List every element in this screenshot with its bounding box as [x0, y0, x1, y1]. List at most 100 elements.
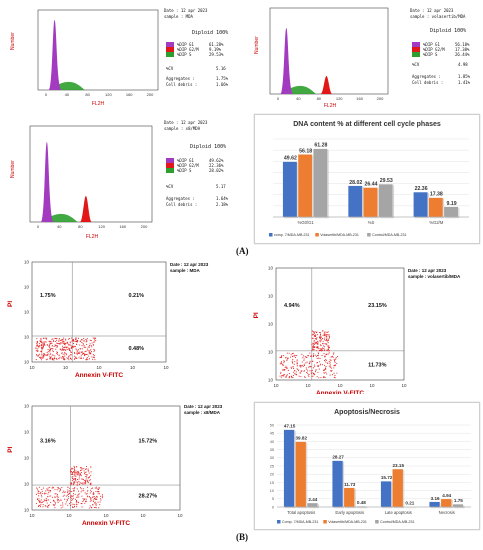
chart-title: DNA content % at different cell cycle ph… [293, 121, 441, 128]
g1-peak [280, 28, 294, 94]
x-axis-label: FL2H [86, 234, 99, 240]
x-tick-label: 120 [105, 92, 112, 97]
legend-row: %DIP G1 49.62% [166, 158, 223, 163]
bar [283, 429, 295, 508]
y-tick-label: 10 [268, 378, 274, 383]
x-tick-label: 10 [177, 513, 183, 518]
legend-value: 26.44% [455, 52, 470, 57]
category-label: Necrosis [439, 510, 455, 515]
y-axis-label: PI [7, 301, 14, 307]
y-tick-label: 30 [270, 456, 274, 460]
debris-value: 1.41% [458, 80, 471, 85]
bar [443, 206, 459, 218]
plot-frame [31, 261, 167, 363]
aggregates-label: Aggregates : [166, 196, 195, 201]
bar [343, 487, 355, 508]
bar [413, 191, 428, 218]
data-label: 22.36 [415, 186, 428, 192]
date-text: Date : 12 apr 2023 [408, 268, 447, 273]
diploid-text: Diploid 100% [192, 30, 229, 36]
legend-swatch [166, 168, 174, 173]
g2m-peak [79, 196, 92, 222]
x-tick-label: 10 [273, 383, 279, 388]
legend-value: 17.38% [455, 47, 470, 52]
dna-content-bar-chart: DNA content % at different cell cycle ph… [269, 121, 469, 237]
x-tick-label: 10 [29, 513, 35, 518]
bar [282, 161, 298, 218]
legend-swatch [277, 520, 281, 524]
bar [452, 503, 464, 508]
y-tick-label: 35 [270, 448, 274, 452]
legend-value: 9.19% [209, 47, 222, 52]
quadrant-upper-right-value: 15.72% [139, 438, 158, 444]
sample-text: sample : volasertib/MDA [408, 274, 461, 279]
data-label: 2.44 [308, 497, 317, 502]
histogram-panel-volasertib: Number FL2H 0 40 80 120 160 200 Date : 12 apr… [250, 4, 480, 110]
data-label: 17.38 [430, 192, 443, 198]
cv-value: 4.98 [458, 62, 468, 67]
data-label: 47.15 [284, 424, 296, 429]
x-tick-label: 10 [63, 365, 69, 370]
phase-legend: %DIP G1 61.28% %DIP G2/M 9.19% %DIP S 29.53% [166, 42, 223, 57]
y-tick-label: 20 [270, 473, 274, 477]
x-tick-label: 10 [305, 383, 311, 388]
y-tick-label: 10 [24, 335, 30, 340]
x-axis-label: Annexin V-FITC [82, 520, 130, 527]
legend-swatch [166, 47, 174, 52]
bar [347, 185, 363, 218]
g1-peak [48, 20, 62, 90]
y-axis-label: Number [10, 32, 16, 50]
data-label: 11.73 [344, 482, 356, 487]
legend-value: 56.18% [455, 42, 470, 47]
x-tick-label: 160 [356, 96, 363, 101]
legend-swatch [323, 520, 327, 524]
legend-label: %DIP G1 [423, 42, 440, 47]
data-label: 28.02 [349, 180, 362, 186]
data-label: 0.48 [357, 500, 366, 505]
legend-label: %DIP S [423, 52, 438, 57]
histogram-panel-mda: Number FL2H 0 40 80 120 160 200 Date : 12 apr… [4, 4, 234, 110]
bar [440, 498, 452, 508]
x-tick-label: 40 [57, 224, 62, 229]
legend-swatch [166, 52, 174, 57]
legend-row: %DIP G2/M 22.36% [166, 163, 223, 168]
aggregates-label: Aggregates : [166, 76, 195, 81]
cv-label: %CV [166, 184, 174, 189]
y-tick-label: 45 [270, 432, 274, 436]
scatter-panel-x8: 3.16% 15.72% 28.27% PI Annexin V-FITC 10 10 10 1… [4, 398, 234, 528]
y-tick-label: 15 [270, 481, 274, 485]
panel-label-a: (A) [236, 246, 249, 256]
legend-swatch [166, 158, 174, 163]
legend-label: %DIP S [177, 168, 192, 173]
event-dots [279, 330, 339, 379]
sample-text: sample : MDA [164, 14, 193, 19]
y-tick-label: 10 [24, 260, 30, 265]
date-text: Date : 12 apr 2023 [184, 404, 223, 409]
data-label: 1.75 [454, 498, 463, 503]
legend-swatch [412, 52, 420, 57]
data-label: 0.21 [405, 501, 414, 506]
legend-swatch [375, 520, 379, 524]
x-tick-label: 200 [147, 92, 154, 97]
x-tick-label: 200 [141, 224, 148, 229]
category-label: Late apoptosis [385, 510, 412, 515]
y-tick-label: 10 [24, 508, 30, 513]
plot-frame [37, 9, 159, 91]
x-tick-label: 10 [96, 365, 102, 370]
legend-swatch [269, 233, 273, 237]
x-tick-label: 200 [377, 96, 384, 101]
data-label: 61.28 [314, 143, 327, 149]
x-tick-label: 40 [296, 96, 301, 101]
quadrant-upper-right-value: 0.21% [128, 293, 144, 299]
x-tick-label: 120 [336, 96, 343, 101]
category-label: %G2/M [429, 220, 443, 225]
phase-legend: %DIP G1 56.18% %DIP G2/M 17.38% %DIP S 26.44% [412, 42, 469, 57]
cv-value: 5.16 [216, 66, 226, 71]
y-tick-label: 10 [268, 350, 274, 355]
cv-value: 5.17 [216, 184, 226, 189]
legend-value: 22.36% [209, 163, 224, 168]
quadrant-lower-right-value: 0.48% [128, 346, 144, 352]
x-tick-label: 10 [163, 365, 169, 370]
bar [295, 441, 307, 508]
